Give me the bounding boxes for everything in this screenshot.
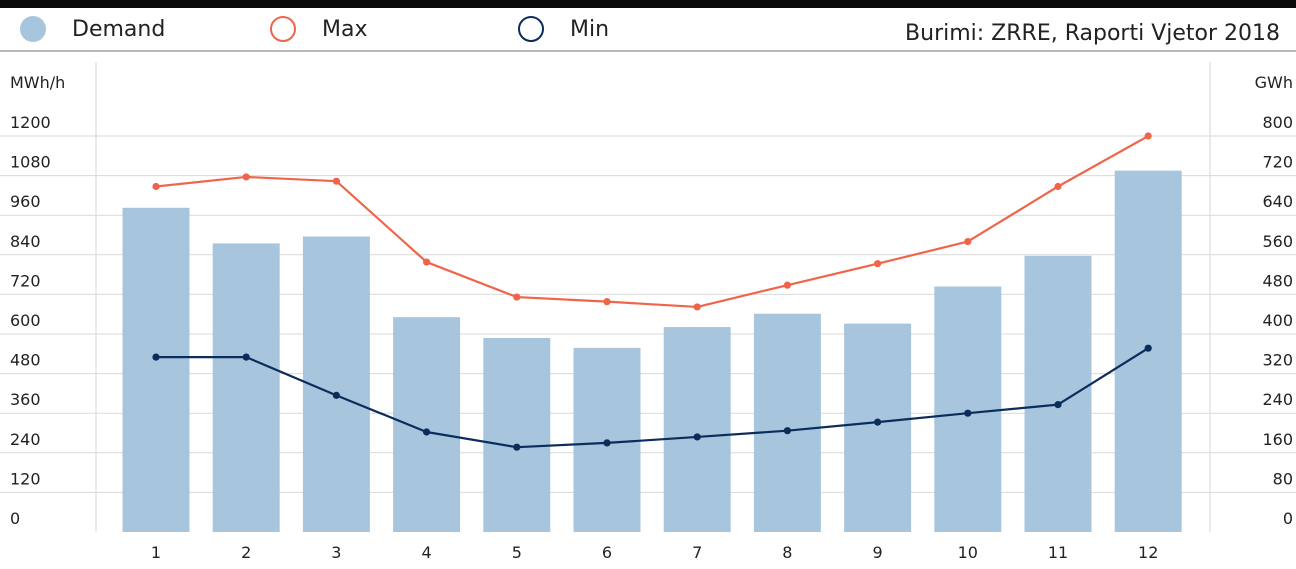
left-tick-label: 1200 (10, 113, 51, 132)
demand-bar (483, 337, 551, 532)
legend-demand-label: Demand (72, 16, 166, 42)
left-tick-label: 840 (10, 232, 41, 251)
x-tick-label: 4 (422, 543, 432, 562)
max-point (874, 260, 882, 268)
right-tick-label: 80 (1273, 469, 1293, 488)
legend-item-max[interactable]: Max (270, 14, 367, 44)
demand-chart: MWh/h GWh 0 0 120 80 240 160 360 240 480 320 600 40… (0, 62, 1296, 562)
right-tick-label: 160 (1262, 430, 1293, 449)
left-tick-label: 720 (10, 271, 41, 290)
demand-filled-circle-icon (20, 16, 46, 42)
legend: Demand Max Min Burimi: ZRRE, Raporti Vje… (0, 8, 1296, 50)
x-tick-label: 6 (602, 543, 612, 562)
max-point (152, 182, 160, 191)
demand-bar (122, 207, 190, 532)
right-tick-label: 720 (1262, 153, 1293, 172)
demand-bar (1024, 255, 1092, 533)
right-tick-label: 400 (1262, 311, 1293, 330)
min-point (783, 427, 792, 435)
min-point (242, 353, 250, 361)
x-tick-label: 2 (241, 543, 251, 562)
min-ring-icon (518, 16, 544, 42)
max-point (1144, 132, 1152, 140)
demand-bar (753, 313, 821, 532)
min-point (1054, 401, 1062, 409)
max-point (242, 173, 250, 181)
x-tick-label: 10 (958, 543, 978, 562)
right-tick-label: 640 (1262, 192, 1293, 211)
min-point (332, 391, 340, 399)
right-tick-label: 480 (1262, 271, 1293, 290)
x-tick-label: 7 (692, 543, 702, 562)
left-tick-label: 600 (10, 311, 41, 330)
x-tick-label: 3 (331, 543, 341, 562)
max-point (1054, 182, 1062, 191)
min-point (423, 428, 431, 436)
max-point (783, 281, 792, 289)
demand-bar (393, 317, 461, 532)
min-point (1144, 344, 1152, 352)
max-point (513, 293, 521, 301)
left-axis-label: MWh/h (10, 73, 65, 92)
legend-item-min[interactable]: Min (518, 14, 609, 44)
right-tick-label: 560 (1262, 232, 1293, 251)
right-tick-label: 320 (1262, 351, 1293, 370)
max-series-line (155, 135, 1149, 309)
min-point (152, 353, 160, 361)
max-point (693, 303, 701, 311)
left-tick-label: 240 (10, 430, 41, 449)
min-point (603, 439, 611, 447)
min-point (964, 409, 972, 417)
min-point (693, 433, 701, 441)
legend-divider (0, 50, 1296, 52)
max-point (332, 177, 340, 185)
demand-bar (302, 236, 370, 533)
demand-bar (212, 243, 280, 533)
right-tick-label: 800 (1262, 113, 1293, 132)
max-point (603, 298, 611, 306)
left-tick-label: 1080 (10, 153, 51, 172)
x-tick-label: 11 (1048, 543, 1068, 562)
x-tick-label: 8 (782, 543, 792, 562)
right-axis-label: GWh (1255, 73, 1293, 92)
min-point (874, 418, 882, 426)
min-series-line (156, 347, 1149, 449)
max-ring-icon (270, 16, 296, 42)
legend-min-label: Min (570, 16, 610, 42)
max-point (964, 238, 972, 246)
left-tick-label: 480 (10, 351, 41, 370)
legend-max-label: Max (322, 16, 368, 42)
demand-bar (844, 323, 912, 532)
max-point (423, 258, 431, 266)
right-tick-label: 240 (1262, 390, 1293, 409)
left-tick-label: 120 (10, 469, 41, 488)
source-note: Burimi: ZRRE, Raporti Vjetor 2018 (905, 21, 1280, 46)
demand-bar (663, 327, 731, 532)
left-tick-label: 360 (10, 390, 41, 409)
left-tick-label: 0 (10, 509, 20, 528)
x-tick-label: 1 (151, 543, 161, 562)
min-point (513, 443, 521, 451)
x-tick-label: 5 (512, 543, 522, 562)
legend-item-demand[interactable]: Demand (20, 14, 165, 44)
right-tick-label: 0 (1283, 509, 1293, 528)
x-tick-label: 12 (1138, 543, 1158, 562)
x-tick-label: 9 (873, 543, 883, 562)
top-bar (0, 0, 1296, 8)
left-tick-label: 960 (10, 192, 41, 211)
demand-bar (934, 286, 1002, 532)
